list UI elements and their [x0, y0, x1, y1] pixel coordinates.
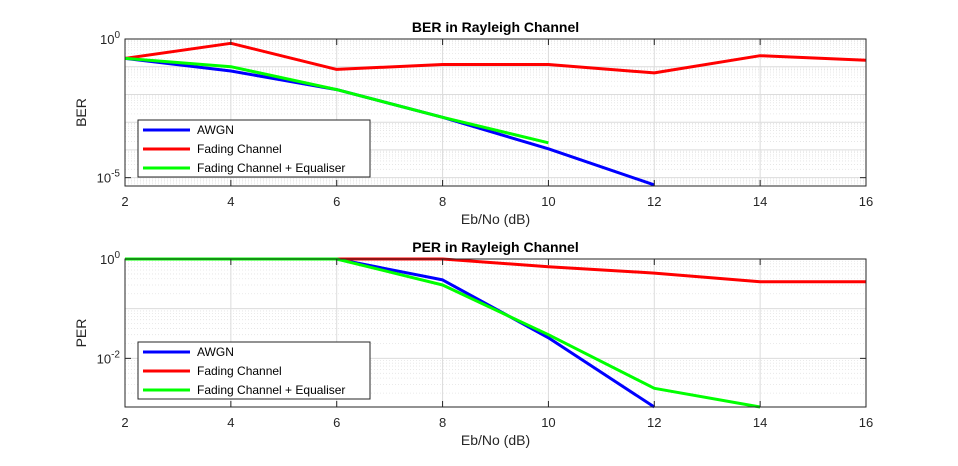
legend-label: Fading Channel + Equaliser	[197, 161, 345, 175]
legend-label: AWGN	[197, 345, 234, 359]
legend-label: Fading Channel + Equaliser	[197, 383, 345, 397]
x-axis-label: Eb/No (dB)	[461, 211, 530, 227]
x-tick-label: 2	[121, 415, 128, 430]
y-tick-base: 10	[97, 351, 111, 366]
chart-title: PER in Rayleigh Channel	[412, 239, 578, 255]
y-tick-exponent: -2	[111, 349, 120, 360]
y-tick-exponent: 0	[114, 30, 120, 41]
y-axis-label: PER	[73, 319, 89, 348]
y-tick-exponent: 0	[114, 250, 120, 261]
x-tick-label: 10	[541, 194, 555, 209]
legend-label: Fading Channel	[197, 364, 282, 378]
x-tick-label: 8	[439, 194, 446, 209]
x-tick-label: 4	[227, 415, 234, 430]
x-tick-label: 14	[753, 194, 767, 209]
legend: AWGN Fading Channel Fading Channel + Equal…	[137, 119, 371, 178]
x-tick-label: 4	[227, 194, 234, 209]
axes-box	[124, 258, 867, 408]
y-tick-label: 10-5	[97, 169, 121, 186]
y-tick-base: 10	[100, 252, 114, 267]
x-tick-label: 10	[541, 415, 555, 430]
y-axis-label: BER	[73, 98, 89, 127]
x-tick-label: 12	[647, 415, 661, 430]
x-tick-label: 12	[647, 194, 661, 209]
y-tick-base: 10	[100, 32, 114, 47]
series-group	[124, 41, 867, 187]
x-tick-label: 16	[859, 415, 873, 430]
series-line-fading-channel-equaliser	[124, 56, 549, 145]
x-tick-label: 14	[753, 415, 767, 430]
x-tick-label: 8	[439, 415, 446, 430]
legend-label: AWGN	[197, 123, 234, 137]
x-axis-label: Eb/No (dB)	[461, 432, 530, 448]
series-line-fading-channel	[124, 41, 867, 75]
y-tick-exponent: -5	[111, 169, 120, 180]
x-tick-label: 6	[333, 415, 340, 430]
y-tick-label: 100	[100, 250, 120, 267]
x-tick-label: 6	[333, 194, 340, 209]
legend: AWGN Fading Channel Fading Channel + Equal…	[137, 341, 371, 400]
y-tick-label: 10-2	[97, 349, 121, 366]
y-tick-base: 10	[97, 171, 111, 186]
chart-title: BER in Rayleigh Channel	[412, 19, 579, 35]
y-tick-label: 100	[100, 30, 120, 47]
x-tick-label: 2	[121, 194, 128, 209]
axes-box	[124, 38, 867, 187]
legend-label: Fading Channel	[197, 142, 282, 156]
x-tick-label: 16	[859, 194, 873, 209]
